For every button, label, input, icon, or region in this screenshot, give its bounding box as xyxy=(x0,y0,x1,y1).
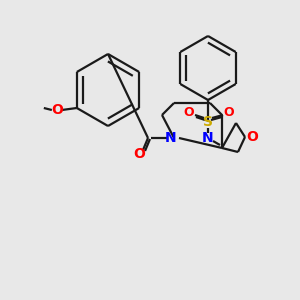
Text: O: O xyxy=(224,106,234,119)
Text: S: S xyxy=(203,115,213,129)
Text: N: N xyxy=(202,131,214,145)
Text: O: O xyxy=(51,103,63,117)
Text: N: N xyxy=(165,131,177,145)
Text: O: O xyxy=(184,106,194,119)
Text: O: O xyxy=(133,147,145,161)
Text: O: O xyxy=(246,130,258,144)
